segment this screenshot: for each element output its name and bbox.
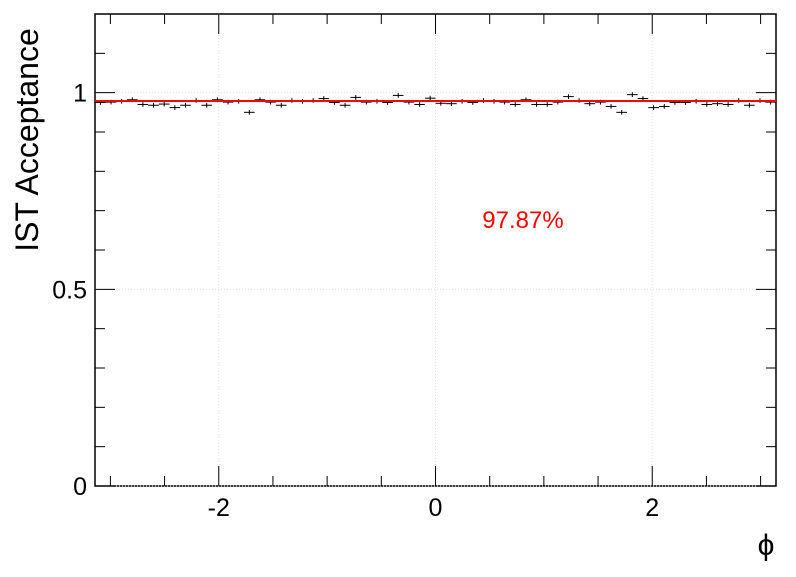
y-tick-label: 0	[73, 473, 87, 501]
y-axis-label: IST Acceptance	[9, 28, 45, 252]
x-tick-label: -2	[208, 494, 230, 522]
x-axis-label: ϕ	[758, 529, 775, 562]
frame	[94, 13, 777, 487]
x-tick-label: 0	[429, 494, 443, 522]
y-tick-label: 1	[73, 80, 87, 108]
x-tick-label: 2	[645, 494, 659, 522]
y-tick-label: 0.5	[52, 276, 87, 304]
annotation: 97.87%	[482, 207, 563, 234]
